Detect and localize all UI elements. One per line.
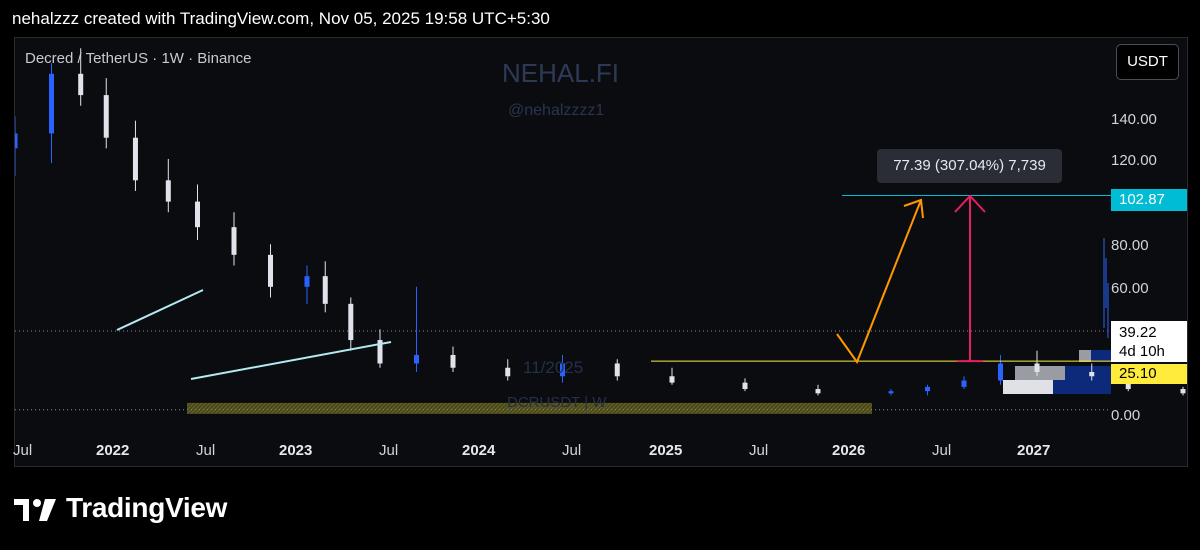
brand-wordmark: TradingView: [66, 492, 228, 523]
measure-arrow-head: [954, 194, 986, 213]
y-tick-label: 0.00: [1111, 407, 1141, 424]
accumulation-zone: [187, 402, 872, 414]
current-price-value: 39.22: [1119, 324, 1157, 341]
candle-body: [15, 133, 18, 149]
candle-body: [815, 389, 821, 394]
candle-body: [888, 391, 894, 394]
watermark-symbol: DCRUSDT | W: [507, 394, 607, 411]
trendline-lower: [190, 341, 392, 380]
candle-body: [103, 95, 109, 138]
candle-body: [165, 180, 171, 202]
candle-body: [377, 340, 383, 364]
x-tick-label: Jul: [932, 442, 952, 459]
candle-body: [1034, 363, 1040, 372]
x-tick-label: 2022: [96, 442, 130, 459]
x-tick-label: 2024: [462, 442, 496, 459]
candle-body: [268, 254, 273, 287]
projection-arrow-head: [903, 198, 924, 219]
candle-body: [998, 363, 1003, 381]
y-tick-label: 80.00: [1111, 237, 1149, 254]
candle-body: [78, 73, 84, 96]
candle-body: [195, 201, 200, 228]
candle-body: [414, 354, 419, 364]
candles-layer: [15, 48, 1186, 396]
price-chart-svg[interactable]: [15, 38, 1187, 466]
current-price-tag: 39.22 4d 10h: [1111, 321, 1187, 362]
watermark-handle: @nehalzzzz1: [508, 102, 605, 119]
x-tick-label: 2027: [1017, 442, 1051, 459]
watermark-title: NEHAL.FI: [502, 58, 620, 88]
candle-body: [925, 386, 930, 392]
candle-body: [450, 354, 456, 368]
bar-countdown: 4d 10h: [1119, 343, 1165, 360]
x-tick-label: 2023: [279, 442, 313, 459]
x-tick-label: 2026: [832, 442, 866, 459]
volume-profile-bar: [1079, 350, 1091, 362]
trendline-upper: [116, 289, 204, 331]
candle-body: [1089, 372, 1095, 377]
support-price-tag: 25.10: [1111, 364, 1187, 384]
currency-button[interactable]: USDT: [1116, 44, 1179, 80]
header-bar: nehalzzz created with TradingView.com, N…: [0, 0, 1200, 36]
tradingview-logo-icon: [14, 499, 56, 521]
projection-arrow-path: [836, 199, 922, 365]
symbol-title[interactable]: Decred / TetherUS · 1W · Binance: [25, 50, 252, 67]
candle-body: [560, 363, 565, 377]
watermark-date: 11/2025: [523, 358, 584, 377]
candle-body: [231, 227, 237, 255]
volume-profile-bar: [1091, 350, 1111, 362]
y-tick-label: 60.00: [1111, 280, 1149, 297]
y-tick-label: 120.00: [1111, 152, 1157, 169]
volume-profile-bar: [1065, 366, 1111, 380]
candle-body: [505, 367, 511, 377]
candle-body: [132, 137, 138, 181]
candle-body: [304, 276, 310, 287]
volume-profile-bar: [1053, 380, 1111, 394]
candle-body: [1180, 389, 1186, 394]
candle-body: [322, 276, 328, 304]
candle-body: [669, 376, 675, 383]
candle-body: [961, 380, 967, 387]
y-tick-label: 140.00: [1111, 111, 1157, 128]
x-tick-label: Jul: [562, 442, 582, 459]
x-tick-label: Jul: [749, 442, 769, 459]
x-tick-label: Jul: [13, 442, 33, 459]
candle-body: [742, 382, 748, 390]
candle-body: [614, 363, 620, 377]
header-attribution: nehalzzz created with TradingView.com, N…: [12, 9, 550, 28]
price-range-measure-label[interactable]: 77.39 (307.04%) 7,739: [877, 149, 1062, 183]
x-tick-label: 2025: [649, 442, 683, 459]
zones-layer: [15, 330, 1111, 414]
x-tick-label: Jul: [196, 442, 216, 459]
candle-body: [348, 303, 354, 341]
candle-body: [49, 73, 54, 134]
target-price-tag: 102.87: [1111, 189, 1187, 211]
chart-panel[interactable]: Decred / TetherUS · 1W · Binance NEHAL.F…: [13, 37, 1188, 467]
drawings-layer: [116, 194, 1111, 380]
x-tick-label: Jul: [379, 442, 399, 459]
